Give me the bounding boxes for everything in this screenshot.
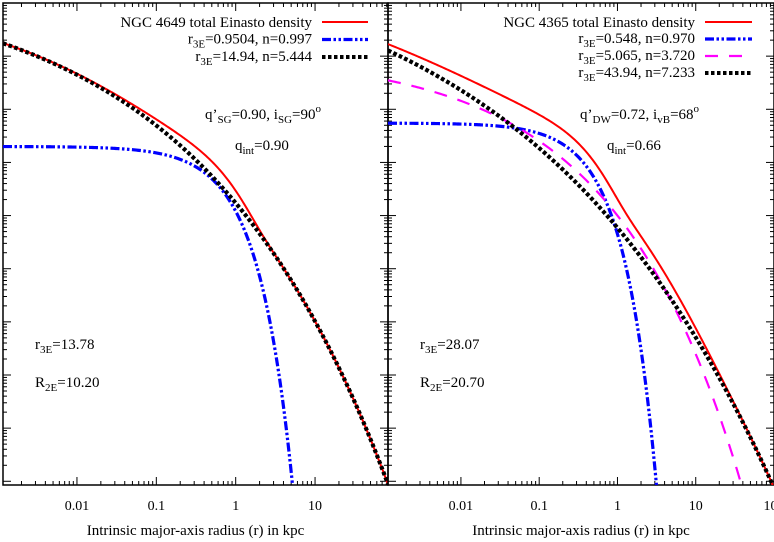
x-tick-label: 100 <box>764 499 774 514</box>
text-segment: r <box>188 32 193 48</box>
text-segment: =0.548, n=0.970 <box>596 31 695 47</box>
text-segment: r <box>420 337 425 353</box>
legend-label-series-1: r3E=0.548, n=0.970 <box>578 31 695 50</box>
text-segment: 3E <box>200 56 213 68</box>
text-segment: =5.065, n=3.720 <box>596 48 695 64</box>
projection-annotation: q’DW=0.72, ivB=68o <box>580 103 700 126</box>
text-segment: q <box>607 138 615 154</box>
text-segment: q’ <box>205 107 218 123</box>
text-segment: int <box>243 145 255 157</box>
x-tick-label: 10 <box>689 499 703 514</box>
panel-2: 0.01 0.1 1 10 100 Intrinsic major-axis radius… <box>387 2 774 539</box>
text-segment: SG <box>278 114 292 126</box>
text-segment: =68 <box>670 107 693 123</box>
series-1-curve <box>388 121 659 485</box>
text-segment: r <box>578 31 583 47</box>
text-segment: =14.94, n=5.444 <box>213 49 313 65</box>
series-1-curve <box>3 144 295 485</box>
text-segment: int <box>615 145 627 157</box>
text-segment: r <box>35 337 40 353</box>
legend-label-series-1: r3E=0.9504, n=0.997 <box>188 32 313 51</box>
text-segment: r <box>578 65 583 81</box>
text-segment: 2E <box>45 382 58 394</box>
x-tick-label: 1 <box>232 499 239 514</box>
text-segment: =43.94, n=7.233 <box>596 65 695 81</box>
R2E-annotation: R2E=10.20 <box>35 375 99 394</box>
r3E-annotation: r3E=28.07 <box>420 337 480 356</box>
text-segment: o <box>315 103 321 115</box>
q-int-annotation: qint=0.66 <box>607 138 661 157</box>
text-segment: DW <box>593 114 612 126</box>
x-tick-label: 0.01 <box>65 499 90 514</box>
text-segment: R <box>35 375 45 391</box>
legend-label-series-2: r3E=5.065, n=3.720 <box>578 48 695 67</box>
text-segment: =0.66 <box>626 138 661 154</box>
total-density-curve <box>3 42 388 485</box>
text-segment: r <box>195 49 200 65</box>
series-2-curve-overlay <box>3 41 388 485</box>
x-tick-label: 0.01 <box>449 499 474 514</box>
text-segment: 3E <box>193 39 206 51</box>
plot-frame <box>2 2 389 486</box>
text-segment: 2E <box>430 382 443 394</box>
text-segment: =28.07 <box>437 337 480 353</box>
legend-label-series-3: r3E=43.94, n=7.233 <box>578 65 695 84</box>
text-segment: q’ <box>580 107 593 123</box>
legend-label-total: NGC 4365 total Einasto density <box>503 15 695 31</box>
x-tick-label: 0.1 <box>148 499 166 514</box>
text-segment: =0.90, i <box>232 107 278 123</box>
text-segment: 3E <box>425 344 438 356</box>
R2E-annotation: R2E=20.70 <box>420 375 484 394</box>
x-tick-label: 10 <box>308 499 322 514</box>
text-segment: =0.72, i <box>611 107 657 123</box>
text-segment: vB <box>657 114 670 126</box>
text-segment: =0.9504, n=0.997 <box>205 32 312 48</box>
text-segment: SG <box>218 114 232 126</box>
q-int-annotation: qint=0.90 <box>235 138 289 157</box>
x-axis-title: Intrinsic major-axis radius (r) in kpc <box>87 523 305 539</box>
legend-label-series-2: r3E=14.94, n=5.444 <box>195 49 312 68</box>
series-2-curve <box>3 41 388 485</box>
total-density-curve <box>388 43 774 485</box>
legend-label-total: NGC 4649 total Einasto density <box>120 15 312 31</box>
r3E-annotation: r3E=13.78 <box>35 337 94 356</box>
series-2-curve <box>388 79 743 485</box>
text-segment: =10.20 <box>57 375 99 391</box>
text-segment: =20.70 <box>442 375 484 391</box>
projection-annotation: q’SG=0.90, iSG=90o <box>205 103 321 126</box>
plot-frame <box>387 2 774 486</box>
curves <box>3 41 388 485</box>
curves <box>388 43 774 485</box>
legend: NGC 4649 total Einasto densityr3E=0.9504… <box>120 15 368 68</box>
text-segment: 3E <box>583 38 596 50</box>
text-segment: 3E <box>583 55 596 67</box>
text-segment: 3E <box>40 344 53 356</box>
text-segment: =90 <box>292 107 315 123</box>
text-segment: r <box>578 48 583 64</box>
text-segment: =13.78 <box>52 337 94 353</box>
x-tick-label: 1 <box>614 499 621 514</box>
series-3-curve-overlay <box>388 48 774 485</box>
text-segment: q <box>235 138 243 154</box>
text-segment: R <box>420 375 430 391</box>
text-segment: 3E <box>583 72 596 84</box>
text-segment: =0.90 <box>254 138 289 154</box>
text-segment: o <box>694 103 700 115</box>
legend: NGC 4365 total Einasto densityr3E=0.548,… <box>503 15 752 84</box>
x-tick-label: 0.1 <box>530 499 548 514</box>
x-axis-title: Intrinsic major-axis radius (r) in kpc <box>472 523 690 539</box>
